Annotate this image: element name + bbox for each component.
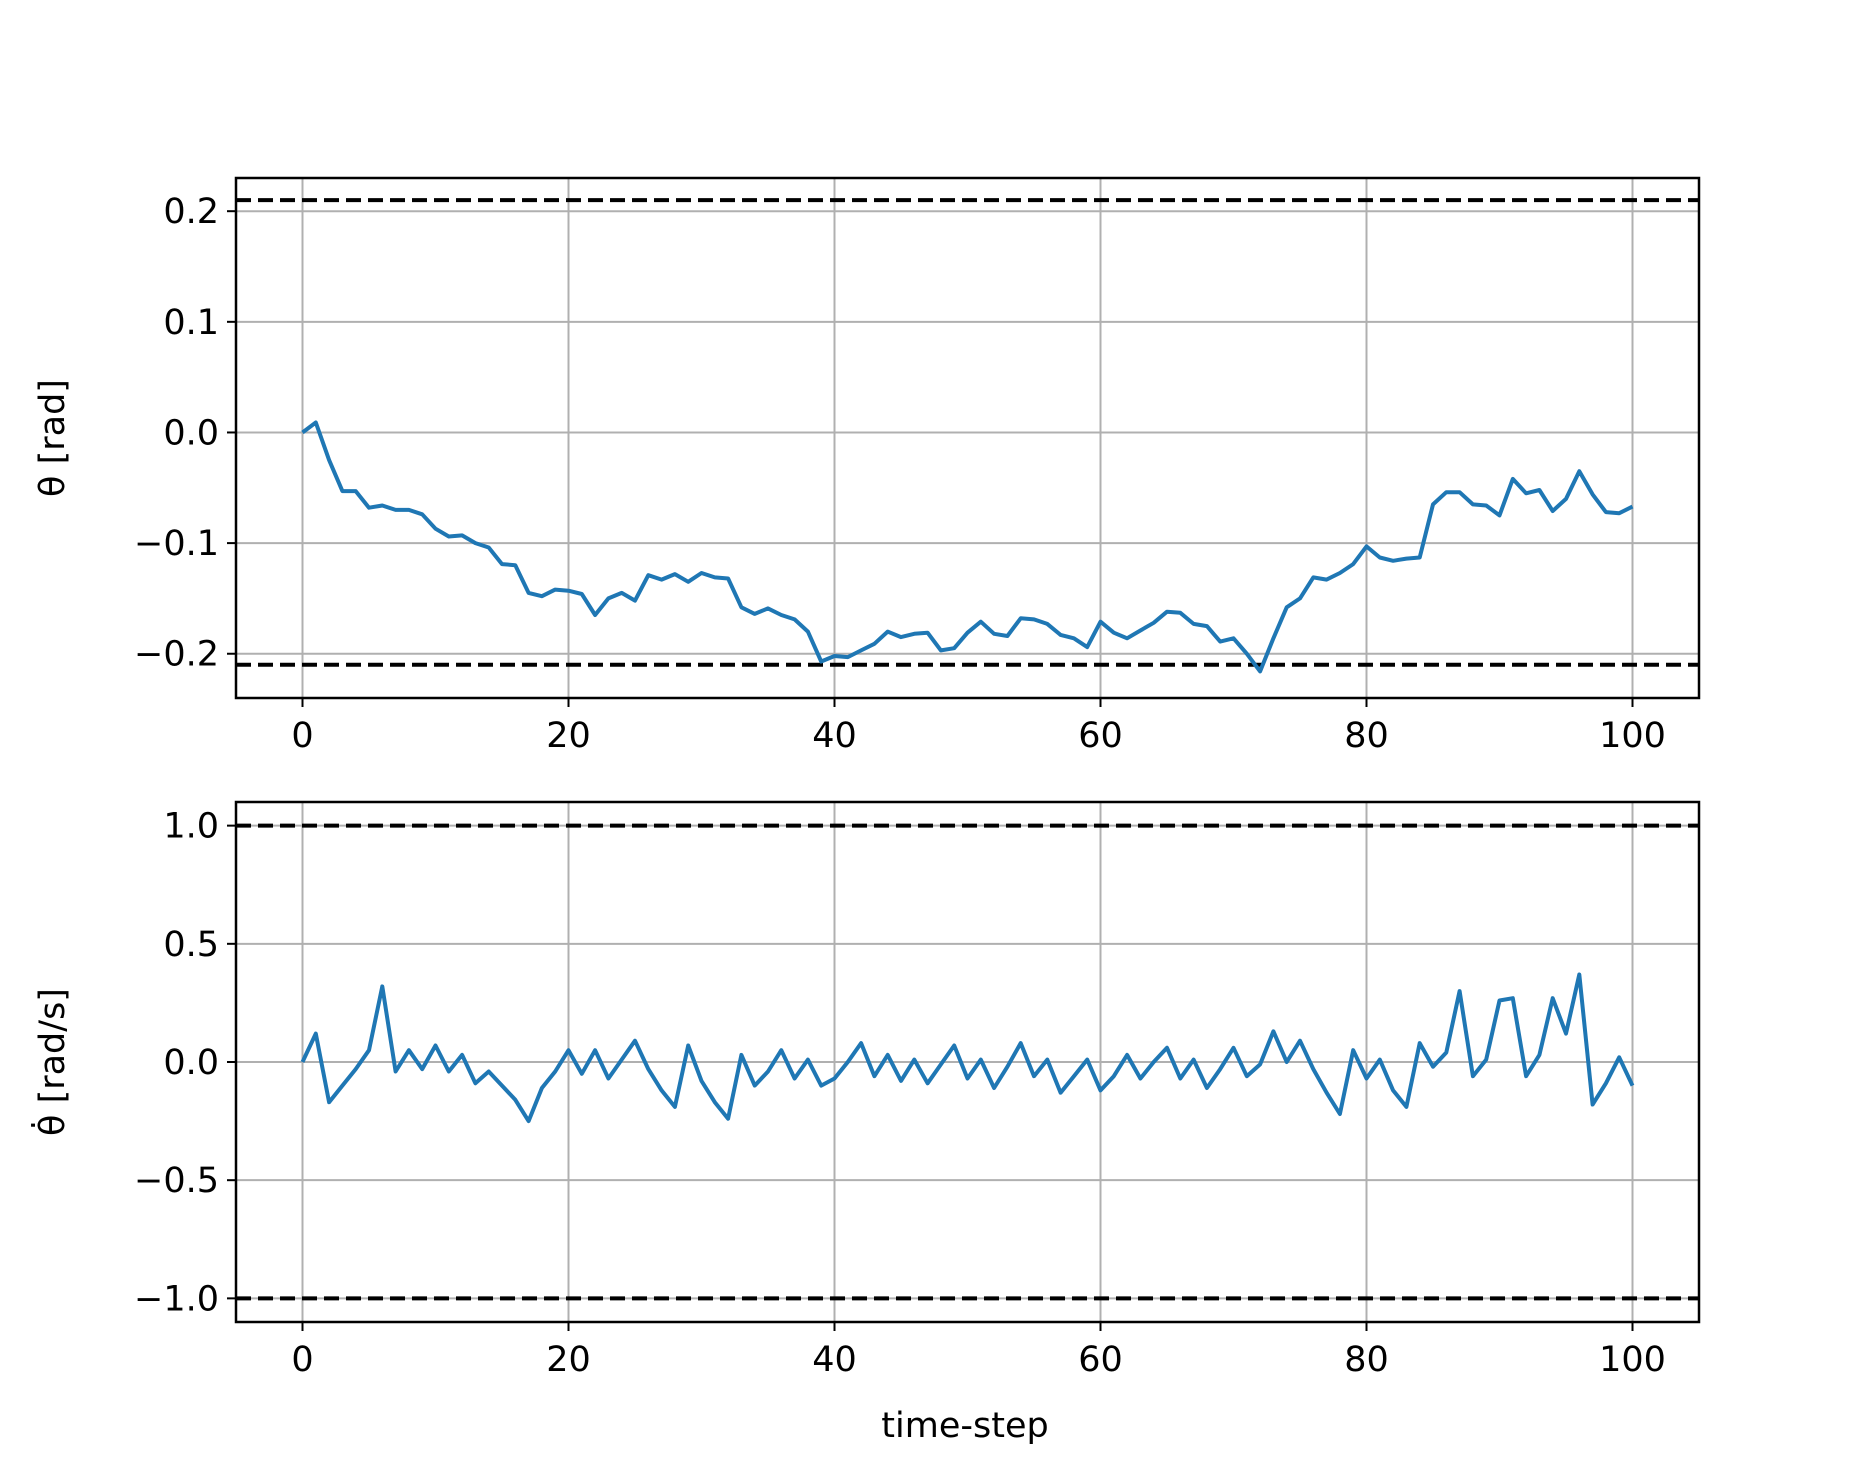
series-line xyxy=(300,972,1635,1124)
y-tick-label: 0.2 xyxy=(163,192,219,232)
y-tick-label: 0.0 xyxy=(163,1043,219,1083)
x-tick-label: 80 xyxy=(1344,716,1389,756)
x-tick-label: 40 xyxy=(812,716,857,756)
panel-theta: 0 20 40 60 80 100 −0.2 −0.1 0.0 0.1 0.2 θ [rad] xyxy=(33,176,1701,756)
y-tick-label: −1.0 xyxy=(134,1279,219,1319)
panel-theta-dot: 0 20 40 60 80 100 −1.0 −0.5 0.0 0.5 1.0 θ̇ [rad/s] xyxy=(30,800,1701,1380)
x-axis-label: time-step xyxy=(881,1406,1048,1446)
y-tick-label: −0.1 xyxy=(134,524,219,564)
x-tick-label: 0 xyxy=(291,1340,313,1380)
axes-frame xyxy=(234,176,1701,700)
x-tick-label: 60 xyxy=(1078,1340,1123,1380)
x-tick-label: 60 xyxy=(1078,716,1123,756)
y-tick-label: 0.5 xyxy=(163,925,219,965)
x-tick-label: 0 xyxy=(291,716,313,756)
y-tick-label: −0.2 xyxy=(134,635,219,675)
series-line xyxy=(301,420,1634,674)
y-axis-label: θ [rad] xyxy=(33,379,73,497)
y-axis-label: θ̇ [rad/s] xyxy=(30,988,73,1136)
x-tick-label: 20 xyxy=(546,716,591,756)
y-tick-label: −0.5 xyxy=(134,1161,219,1201)
y-tick-label: 0.0 xyxy=(163,413,219,453)
x-tick-label: 80 xyxy=(1344,1340,1389,1380)
x-tick-label: 100 xyxy=(1599,1340,1666,1380)
y-tick-label: 0.1 xyxy=(163,303,219,343)
y-tick-label: 1.0 xyxy=(163,807,219,847)
x-tick-label: 20 xyxy=(546,1340,591,1380)
x-tick-label: 40 xyxy=(812,1340,857,1380)
x-tick-label: 100 xyxy=(1599,716,1666,756)
